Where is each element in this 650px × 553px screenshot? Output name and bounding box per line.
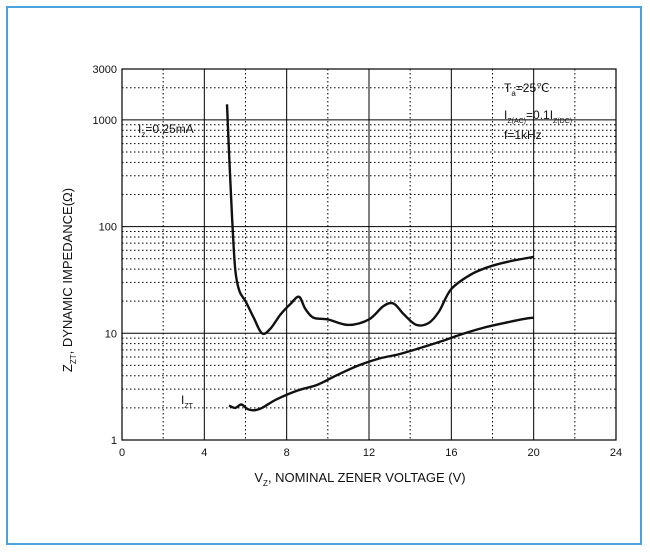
x-tick-label: 20 <box>528 447 540 459</box>
plot-border <box>121 68 617 441</box>
izt-curve-label: IZT <box>181 393 194 410</box>
curves <box>225 104 534 412</box>
y-tick-label: 3000 <box>93 64 117 76</box>
x-axis-label: VZ, NOMINAL ZENER VOLTAGE (V) <box>254 470 465 488</box>
y-tick-label: 1 <box>111 435 117 447</box>
frequency-annotation: f=1kHz <box>504 128 542 142</box>
y-tick-label: 10 <box>105 328 117 340</box>
x-tick-label: 8 <box>284 447 290 459</box>
y-axis-label: ZZT, DYNAMIC IMPEDANCE(Ω) <box>60 188 78 372</box>
grid <box>121 68 617 441</box>
y-tick-label: 100 <box>99 222 117 234</box>
impedance-curve-low-current <box>225 104 534 336</box>
labels: 0 4 8 12 16 20 24 1 10 100 1000 3000 VZ, NOMINAL Z… <box>60 64 622 488</box>
x-tick-labels: 0 4 8 12 16 20 24 <box>119 447 622 459</box>
impedance-curve-izt <box>228 316 534 412</box>
x-tick-label: 24 <box>610 447 622 459</box>
temperature-annotation: Ta=25℃ <box>504 81 550 98</box>
x-tick-label: 16 <box>445 447 457 459</box>
y-tick-labels: 1 10 100 1000 3000 <box>93 64 117 447</box>
x-tick-label: 0 <box>119 447 125 459</box>
y-tick-label: 1000 <box>93 115 117 127</box>
x-tick-label: 12 <box>363 447 375 459</box>
chart-frame <box>6 6 642 545</box>
ac-current-annotation: IZ(AC)=0.1IZ(DC) <box>504 108 572 125</box>
test-current-annotation: Iz=0.25mA <box>138 122 194 139</box>
x-tick-label: 4 <box>201 447 207 459</box>
